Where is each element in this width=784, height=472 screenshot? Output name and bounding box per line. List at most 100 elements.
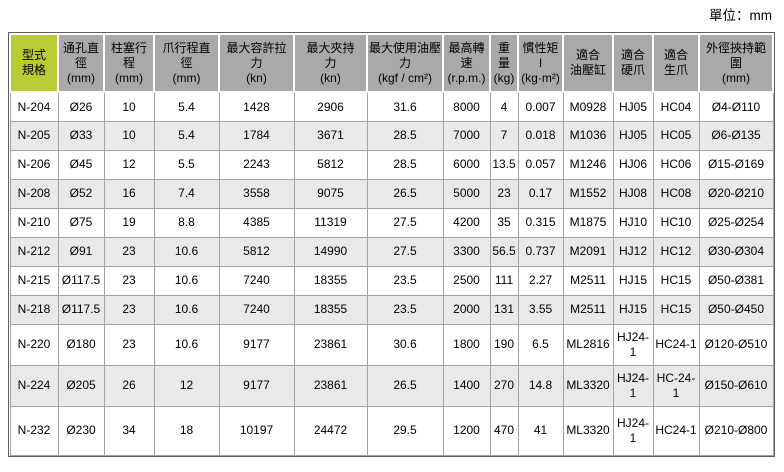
table-cell: ML2816 <box>562 323 614 366</box>
table-cell: 1428 <box>218 91 295 122</box>
table-cell: 23.5 <box>366 265 444 296</box>
table-cell: 0.315 <box>517 207 564 238</box>
table-cell: M1246 <box>562 149 614 180</box>
table-cell: HJ15 <box>612 294 654 325</box>
table-cell: HJ05 <box>612 91 654 122</box>
table-cell: 4385 <box>218 207 295 238</box>
column-header-label: 適合 生爪 <box>663 48 688 77</box>
column-header: 最大容許拉 力 (kn) <box>218 33 295 93</box>
table-cell: 23861 <box>293 323 368 366</box>
table-row: N-212 Ø91 23 10.6 5812 14990 27.5 3300 56.5 0.737… <box>9 236 774 267</box>
table-cell: 190 <box>489 323 519 366</box>
model-cell: N-232 <box>9 405 59 456</box>
table-cell: 1800 <box>442 323 491 366</box>
table-cell: 470 <box>489 405 519 456</box>
table-row: N-220 Ø180 23 10.6 9177 23861 30.6 1800 190 6.5 ML… <box>9 323 774 366</box>
table-cell: Ø180 <box>57 323 105 366</box>
table-cell: 5812 <box>218 236 295 267</box>
table-cell: Ø50-Ø381 <box>698 265 774 296</box>
table-cell: 0.018 <box>517 120 564 151</box>
table-cell: 18 <box>153 405 220 456</box>
table-cell: 27.5 <box>366 236 444 267</box>
model-cell: N-205 <box>9 120 59 151</box>
column-header-unit: (kgf / cm²) <box>378 70 432 85</box>
table-cell: 14.8 <box>517 364 564 407</box>
column-header-label: 柱塞行 程 <box>110 40 147 70</box>
table-cell: 7 <box>489 120 519 151</box>
table-cell: 26 <box>103 364 155 407</box>
table-cell: HC15 <box>652 265 700 296</box>
column-header-label: 通孔直 徑 <box>62 40 99 70</box>
table-cell: 26.5 <box>366 364 444 407</box>
table-cell: 6.5 <box>517 323 564 366</box>
column-header: 適合 生爪 <box>652 33 700 93</box>
table-cell: 111 <box>489 265 519 296</box>
table-row: N-224 Ø205 26 12 9177 23861 26.5 1400 270 14.8 ML3… <box>9 364 774 407</box>
table-cell: HJ12 <box>612 236 654 267</box>
column-header-label: 最大使用油壓 力 <box>369 40 442 70</box>
table-cell: 13.5 <box>489 149 519 180</box>
table-cell: Ø33 <box>57 120 105 151</box>
table-cell: 2243 <box>218 149 295 180</box>
unit-label: 單位：mm <box>709 8 772 23</box>
table-cell: 19 <box>103 207 155 238</box>
model-cell: N-206 <box>9 149 59 180</box>
table-cell: 31.6 <box>366 91 444 122</box>
table-cell: 11319 <box>293 207 368 238</box>
table-cell: 10.6 <box>153 236 220 267</box>
table-cell: Ø75 <box>57 207 105 238</box>
column-header-unit: (kn) <box>246 70 267 85</box>
table-cell: HJ24-1 <box>612 364 654 407</box>
table-cell: 23.5 <box>366 294 444 325</box>
table-cell: 0.17 <box>517 178 564 209</box>
model-cell: N-218 <box>9 294 59 325</box>
table-cell: 23 <box>103 294 155 325</box>
table-cell: 8000 <box>442 91 491 122</box>
table-cell: 10.6 <box>153 265 220 296</box>
table-cell: HJ24-1 <box>612 323 654 366</box>
table-cell: Ø45 <box>57 149 105 180</box>
column-header-label: 重 量 <box>497 40 510 70</box>
column-header-unit: (kg·m²) <box>521 70 560 85</box>
table-row: N-218 Ø117.5 23 10.6 7240 18355 23.5 2000 131 3.5… <box>9 294 774 325</box>
table-cell: 4200 <box>442 207 491 238</box>
table-cell: 2.27 <box>517 265 564 296</box>
model-cell: N-204 <box>9 91 59 122</box>
column-header-unit: (kg) <box>493 70 515 85</box>
table-cell: 270 <box>489 364 519 407</box>
table-cell: HC24-1 <box>652 323 700 366</box>
table-cell: Ø117.5 <box>57 265 105 296</box>
table-cell: Ø52 <box>57 178 105 209</box>
table-row: N-205 Ø33 10 5.4 1784 3671 28.5 7000 7 0.018 M1036… <box>9 120 774 151</box>
column-header-unit: (mm) <box>115 70 143 85</box>
table-cell: 24472 <box>293 405 368 456</box>
table-cell: 5.4 <box>153 91 220 122</box>
table-row: N-206 Ø45 12 5.5 2243 5812 28.5 6000 13.5 0.057 M1… <box>9 149 774 180</box>
table-cell: Ø50-Ø450 <box>698 294 774 325</box>
table-cell: 10.6 <box>153 323 220 366</box>
table-cell: 34 <box>103 405 155 456</box>
table-cell: 10.6 <box>153 294 220 325</box>
column-header: 最大使用油壓 力 (kgf / cm²) <box>366 33 444 93</box>
table-cell: 1784 <box>218 120 295 151</box>
table-cell: HJ15 <box>612 265 654 296</box>
spec-table: 型式 規格 通孔直 徑 (mm) 柱塞行 程 (mm) 爪行程直 徑 (mm) 最大容許拉 力… <box>9 33 774 456</box>
table-cell: HC10 <box>652 207 700 238</box>
table-cell: M1036 <box>562 120 614 151</box>
table-cell: 9177 <box>218 323 295 366</box>
table-cell: 5.5 <box>153 149 220 180</box>
column-header: 重 量 (kg) <box>489 33 519 93</box>
column-header-label: 最大夾持 力 <box>306 40 355 70</box>
table-cell: HJ05 <box>612 120 654 151</box>
model-cell: N-212 <box>9 236 59 267</box>
table-cell: Ø230 <box>57 405 105 456</box>
table-cell: 3671 <box>293 120 368 151</box>
table-cell: 2000 <box>442 294 491 325</box>
model-cell: N-215 <box>9 265 59 296</box>
table-cell: M1875 <box>562 207 614 238</box>
table-cell: 18355 <box>293 294 368 325</box>
model-cell: N-208 <box>9 178 59 209</box>
table-cell: 23 <box>489 178 519 209</box>
table-cell: 0.057 <box>517 149 564 180</box>
